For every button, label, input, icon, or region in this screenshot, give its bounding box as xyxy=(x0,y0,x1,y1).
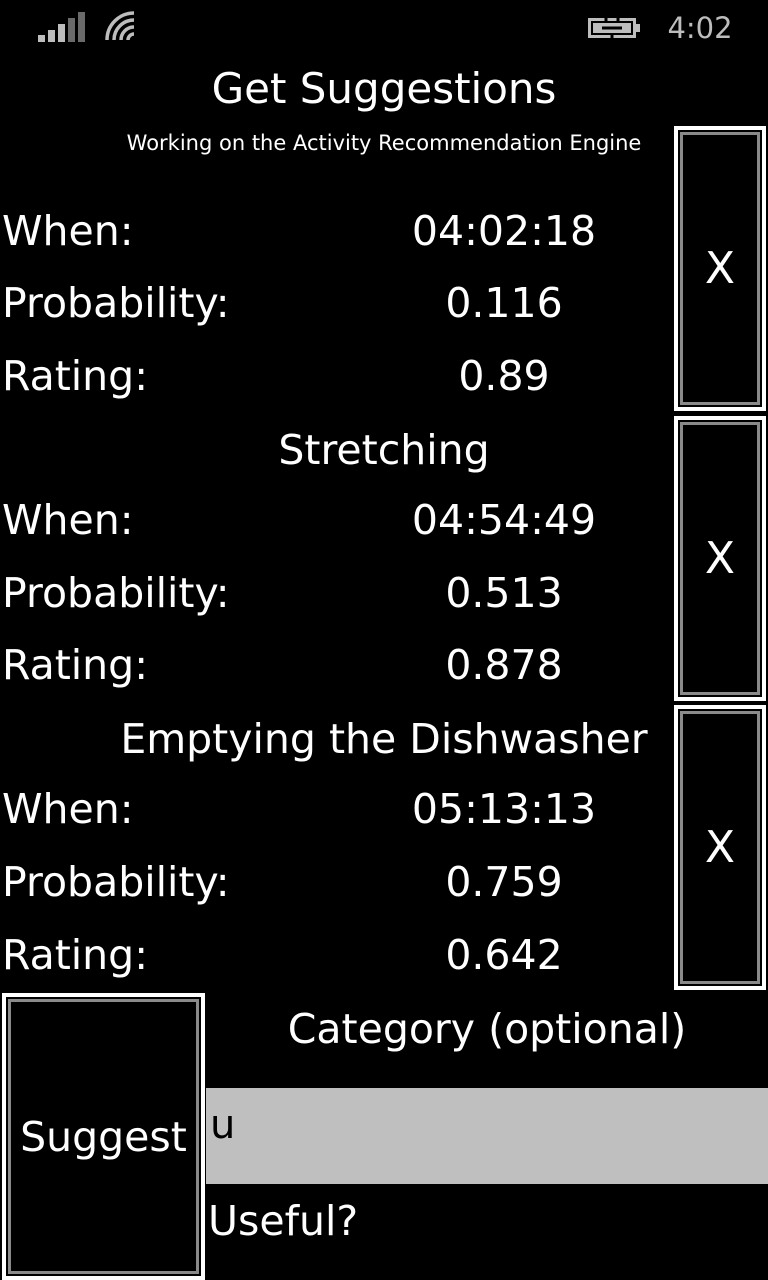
rating-value: 0.642 xyxy=(445,931,563,979)
battery-charging-icon xyxy=(588,17,640,39)
rating-label: Rating: xyxy=(2,641,149,689)
category-input[interactable] xyxy=(206,1088,768,1184)
activity-name: Emptying the Dishwasher xyxy=(120,715,648,763)
rating-value: 0.878 xyxy=(445,641,563,689)
wifi-icon xyxy=(105,11,135,41)
dismiss-suggestion-button[interactable]: X xyxy=(674,126,766,411)
rating-value: 0.89 xyxy=(458,352,550,400)
rating-label: Rating: xyxy=(2,931,149,979)
useful-label: Useful? xyxy=(208,1197,359,1245)
suggest-button[interactable]: Suggest xyxy=(2,993,205,1280)
page-title: Get Suggestions xyxy=(211,64,557,113)
when-value: 05:13:13 xyxy=(411,785,597,833)
dismiss-suggestion-button[interactable]: X xyxy=(674,416,766,701)
status-bar: 4:02 xyxy=(0,0,768,56)
signal-strength-icon xyxy=(38,12,88,42)
page-subtitle: Working on the Activity Recommendation E… xyxy=(126,131,642,155)
when-label: When: xyxy=(2,207,134,255)
probability-value: 0.116 xyxy=(445,279,563,327)
probability-label: Probability: xyxy=(2,569,230,617)
when-label: When: xyxy=(2,496,134,544)
category-label: Category (optional) xyxy=(287,1005,687,1053)
when-label: When: xyxy=(2,785,134,833)
probability-label: Probability: xyxy=(2,279,230,327)
probability-value: 0.759 xyxy=(445,858,563,906)
when-value: 04:54:49 xyxy=(411,496,597,544)
dismiss-suggestion-button[interactable]: X xyxy=(674,705,766,990)
when-value: 04:02:18 xyxy=(411,207,597,255)
activity-name: Stretching xyxy=(278,426,490,474)
status-time: 4:02 xyxy=(667,11,733,45)
probability-value: 0.513 xyxy=(445,569,563,617)
rating-label: Rating: xyxy=(2,352,149,400)
probability-label: Probability: xyxy=(2,858,230,906)
